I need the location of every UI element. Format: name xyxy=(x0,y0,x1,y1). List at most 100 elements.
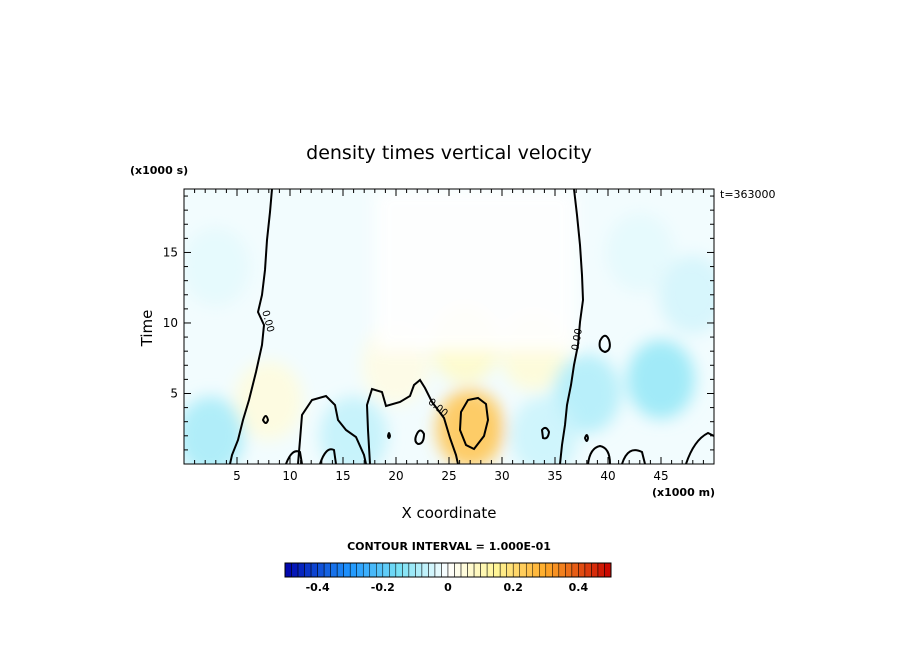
shaded-field xyxy=(184,189,714,464)
colorbar-cell-47 xyxy=(591,562,599,578)
colorbar-label-3: 0.2 xyxy=(503,581,523,594)
colorbar-label-0: -0.4 xyxy=(306,581,330,594)
colorbar-cell-23 xyxy=(434,562,442,578)
colorbar-cell-35 xyxy=(512,562,520,578)
field-blob-5 xyxy=(627,339,695,419)
colorbar-cell-17 xyxy=(395,562,403,578)
colorbar xyxy=(284,562,612,578)
colorbar-cell-15 xyxy=(382,562,390,578)
colorbar-cell-0 xyxy=(284,562,292,578)
x-axis-label: X coordinate xyxy=(401,504,496,522)
colorbar-cell-33 xyxy=(499,562,507,578)
colorbar-cell-20 xyxy=(415,562,423,578)
x-tick-label-20: 20 xyxy=(388,469,403,483)
x-scale-label: (x1000 m) xyxy=(652,486,715,499)
x-tick-label-15: 15 xyxy=(335,469,350,483)
zero-contours xyxy=(229,189,714,464)
x-tick-label-35: 35 xyxy=(547,469,562,483)
colorbar-labels: -0.4 -0.2 0 0.2 0.4 xyxy=(306,581,589,594)
colorbar-cell-18 xyxy=(402,562,410,578)
zero-contour-13 xyxy=(587,444,611,464)
zero-contour-6 xyxy=(261,415,270,424)
zero-contour-2 xyxy=(297,394,367,464)
field-blob-10 xyxy=(658,255,714,335)
zero-contour-1 xyxy=(559,189,585,464)
x-tick-label-30: 30 xyxy=(494,469,509,483)
x-tick-label-10: 10 xyxy=(282,469,297,483)
zero-contour-14 xyxy=(621,449,646,464)
colorbar-cell-49 xyxy=(604,562,612,578)
x-tick-label-45: 45 xyxy=(653,469,668,483)
colorbar-cell-44 xyxy=(571,562,579,578)
zero-contour-15 xyxy=(685,431,714,464)
contour-label-1: 0.00 xyxy=(570,328,585,352)
colorbar-cell-13 xyxy=(369,562,377,578)
colorbar-frame xyxy=(284,562,612,578)
x-tick-labels: 5 10 15 20 25 30 35 40 45 xyxy=(233,469,668,483)
colorbar-cell-34 xyxy=(506,562,514,578)
zero-contour-9 xyxy=(583,434,590,442)
colorbar-cell-10 xyxy=(349,562,357,578)
colorbar-cell-1 xyxy=(291,562,299,578)
zero-contour-0 xyxy=(229,189,273,464)
x-tick-label-5: 5 xyxy=(233,469,241,483)
colorbar-label-2: 0 xyxy=(444,581,452,594)
y-tick-label-10: 10 xyxy=(163,316,178,330)
zero-contour-10 xyxy=(386,432,392,439)
zero-contour-12 xyxy=(319,448,337,464)
y-axis-label: Time xyxy=(138,310,156,348)
colorbar-cell-4 xyxy=(310,562,318,578)
colorbar-cell-39 xyxy=(539,562,547,578)
colorbar-cell-28 xyxy=(467,562,475,578)
colorbar-cell-21 xyxy=(421,562,429,578)
y-scale-label: (x1000 s) xyxy=(130,164,188,177)
y-tick-labels: 5 10 15 xyxy=(163,245,178,400)
zero-contour-4 xyxy=(458,396,490,451)
y-tick-label-15: 15 xyxy=(163,245,178,259)
zero-contour-5 xyxy=(598,334,611,354)
colorbar-cell-46 xyxy=(584,562,592,578)
colorbar-cell-41 xyxy=(552,562,560,578)
field-blob-7 xyxy=(184,396,245,464)
colorbar-cell-27 xyxy=(460,562,468,578)
zero-contour-8 xyxy=(540,426,551,440)
chart-title: density times vertical velocity xyxy=(306,142,592,164)
colorbar-label-1: -0.2 xyxy=(371,581,395,594)
colorbar-cell-6 xyxy=(323,562,331,578)
zero-contour-3 xyxy=(365,378,459,464)
colorbar-cell-14 xyxy=(376,562,384,578)
field-blob-12 xyxy=(605,212,674,292)
field-blob-11 xyxy=(184,227,250,307)
colorbar-cell-36 xyxy=(519,562,527,578)
colorbar-cell-32 xyxy=(493,562,501,578)
colorbar-cell-16 xyxy=(389,562,397,578)
colorbar-cell-5 xyxy=(317,562,325,578)
zero-contour-11 xyxy=(285,450,303,464)
colorbar-cell-11 xyxy=(356,562,364,578)
colorbar-cell-7 xyxy=(330,562,338,578)
colorbar-cell-8 xyxy=(336,562,344,578)
colorbar-cell-24 xyxy=(441,562,449,578)
colorbar-cell-26 xyxy=(454,562,462,578)
colorbar-label-4: 0.4 xyxy=(569,581,589,594)
colorbar-cell-42 xyxy=(558,562,566,578)
contour-interval-text: CONTOUR INTERVAL = 1.000E-01 xyxy=(347,540,551,553)
colorbar-cell-2 xyxy=(297,562,305,578)
colorbar-cell-22 xyxy=(428,562,436,578)
field-quiet-region xyxy=(374,189,577,352)
colorbar-cell-48 xyxy=(597,562,605,578)
zero-contour-7 xyxy=(414,429,426,446)
colorbar-cell-30 xyxy=(480,562,488,578)
colorbar-cell-19 xyxy=(408,562,416,578)
colorbar-cell-31 xyxy=(486,562,494,578)
colorbar-cell-40 xyxy=(545,562,553,578)
y-tick-label-5: 5 xyxy=(170,386,178,400)
colorbar-cell-38 xyxy=(532,562,540,578)
colorbar-cell-29 xyxy=(473,562,481,578)
colorbar-cell-25 xyxy=(447,562,455,578)
colorbar-cell-3 xyxy=(304,562,312,578)
x-tick-label-25: 25 xyxy=(441,469,456,483)
colorbar-cell-12 xyxy=(362,562,371,578)
colorbar-cell-43 xyxy=(565,562,573,578)
